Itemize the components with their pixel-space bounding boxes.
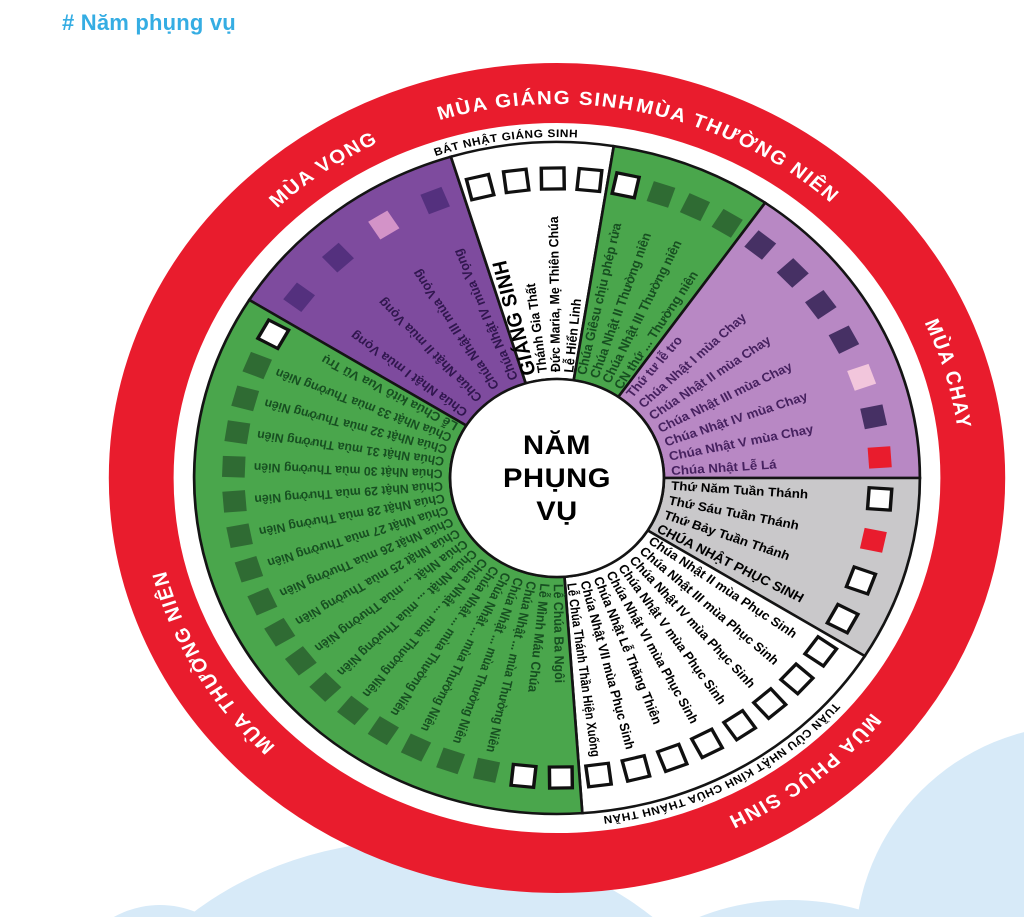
entry-thuong-nien-2: Chúa Nhật 30 mùa Thường Niên <box>222 455 443 481</box>
entry-checkbox <box>575 166 604 194</box>
entry-checkbox <box>283 282 315 312</box>
entry-checkbox <box>721 708 758 743</box>
cloud-shape <box>857 732 1024 917</box>
entry-checkbox <box>744 230 777 260</box>
entry-checkbox <box>646 181 676 208</box>
entry-checkbox <box>802 634 839 669</box>
entry-label: Lễ Chúa Ba Ngôi <box>551 584 568 683</box>
entry-checkbox <box>655 742 690 774</box>
entry-checkbox <box>679 193 711 222</box>
entry-checkbox <box>865 485 894 512</box>
entry-checkbox <box>222 455 246 478</box>
entry-mua-chay: Chúa Nhật Lễ Lá <box>671 446 892 478</box>
entry-checkbox <box>847 363 877 391</box>
entry-checkbox <box>776 258 809 288</box>
entry-checkbox <box>400 733 432 762</box>
entry-checkbox <box>860 404 888 430</box>
entry-label: Đức Maria, Mẹ Thiên Chúa <box>546 216 564 373</box>
entry-checkbox <box>828 325 860 354</box>
entry-checkbox <box>224 420 251 445</box>
entry-label: Chúa Nhật Lễ Lá <box>671 457 778 478</box>
entry-checkbox <box>242 351 272 380</box>
season-ring <box>108 63 1006 893</box>
entry-checkbox <box>844 564 878 596</box>
entry-checkbox <box>309 672 342 702</box>
entry-checkbox <box>473 757 501 783</box>
center-circle <box>448 377 666 579</box>
entry-thuong-nien-2: Lễ Chúa Ba Ngôi <box>547 584 575 790</box>
entry-checkbox <box>610 170 642 200</box>
entry-checkbox <box>751 686 789 721</box>
entry-checkbox <box>368 210 400 240</box>
cloud-shape <box>113 905 207 917</box>
entry-checkbox <box>226 523 253 549</box>
entry-checkbox <box>620 753 652 784</box>
entry-label: Chúa Nhật 30 mùa Thường Niên <box>253 460 443 481</box>
entry-checkbox <box>547 765 575 790</box>
entry-checkbox <box>284 646 317 676</box>
entry-checkbox <box>867 446 892 469</box>
entry-giang-sinh: Đức Maria, Mẹ Thiên Chúa <box>539 166 567 373</box>
entry-checkbox <box>264 617 296 647</box>
entry-checkbox <box>583 761 614 789</box>
entry-checkbox <box>231 385 260 412</box>
entry-checkbox <box>501 167 531 195</box>
entry-checkbox <box>255 317 291 351</box>
page-title: # Năm phụng vụ <box>62 10 236 35</box>
entry-checkbox <box>234 556 264 583</box>
entry-checkbox <box>778 661 816 696</box>
entry-checkbox <box>247 587 278 616</box>
entry-checkbox <box>509 762 538 790</box>
cloud-shape <box>699 900 881 917</box>
entry-checkbox <box>689 727 725 760</box>
entry-checkbox <box>321 242 354 273</box>
entry-checkbox <box>859 527 887 553</box>
entry-checkbox <box>711 208 743 238</box>
entry-checkbox <box>337 695 369 726</box>
entry-checkbox <box>804 290 837 320</box>
entry-checkbox <box>367 716 399 746</box>
entry-checkbox <box>824 602 861 635</box>
entry-checkbox <box>539 166 567 191</box>
entry-checkbox <box>436 747 466 775</box>
entry-checkbox <box>464 172 496 202</box>
entry-checkbox <box>222 490 247 513</box>
center-title: NĂM PHỤNG VỤ <box>503 430 611 526</box>
entry-checkbox <box>420 186 450 215</box>
